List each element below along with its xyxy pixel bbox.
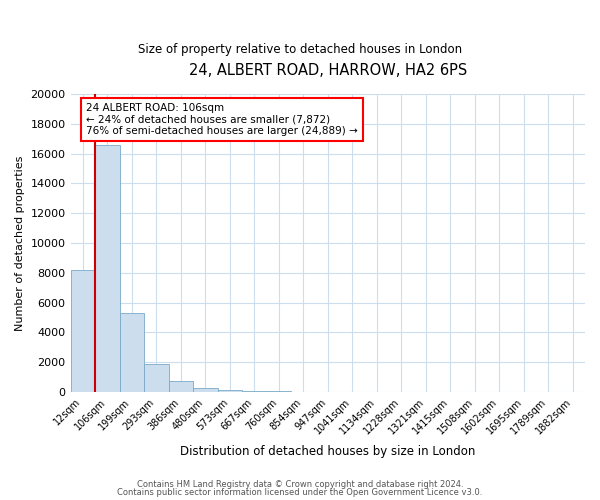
Bar [218,390,242,392]
Bar [144,364,169,392]
Text: Contains HM Land Registry data © Crown copyright and database right 2024.: Contains HM Land Registry data © Crown c… [137,480,463,489]
Text: Size of property relative to detached houses in London: Size of property relative to detached ho… [138,42,462,56]
Bar [193,388,218,392]
Bar [95,144,119,392]
Bar [119,313,144,392]
Y-axis label: Number of detached properties: Number of detached properties [15,156,25,330]
Bar [266,391,291,392]
Text: Contains public sector information licensed under the Open Government Licence v3: Contains public sector information licen… [118,488,482,497]
Text: 24 ALBERT ROAD: 106sqm
← 24% of detached houses are smaller (7,872)
76% of semi-: 24 ALBERT ROAD: 106sqm ← 24% of detached… [86,103,358,136]
Bar [169,381,193,392]
Title: 24, ALBERT ROAD, HARROW, HA2 6PS: 24, ALBERT ROAD, HARROW, HA2 6PS [188,62,467,78]
X-axis label: Distribution of detached houses by size in London: Distribution of detached houses by size … [180,444,475,458]
Bar [242,390,266,392]
Bar [71,270,95,392]
